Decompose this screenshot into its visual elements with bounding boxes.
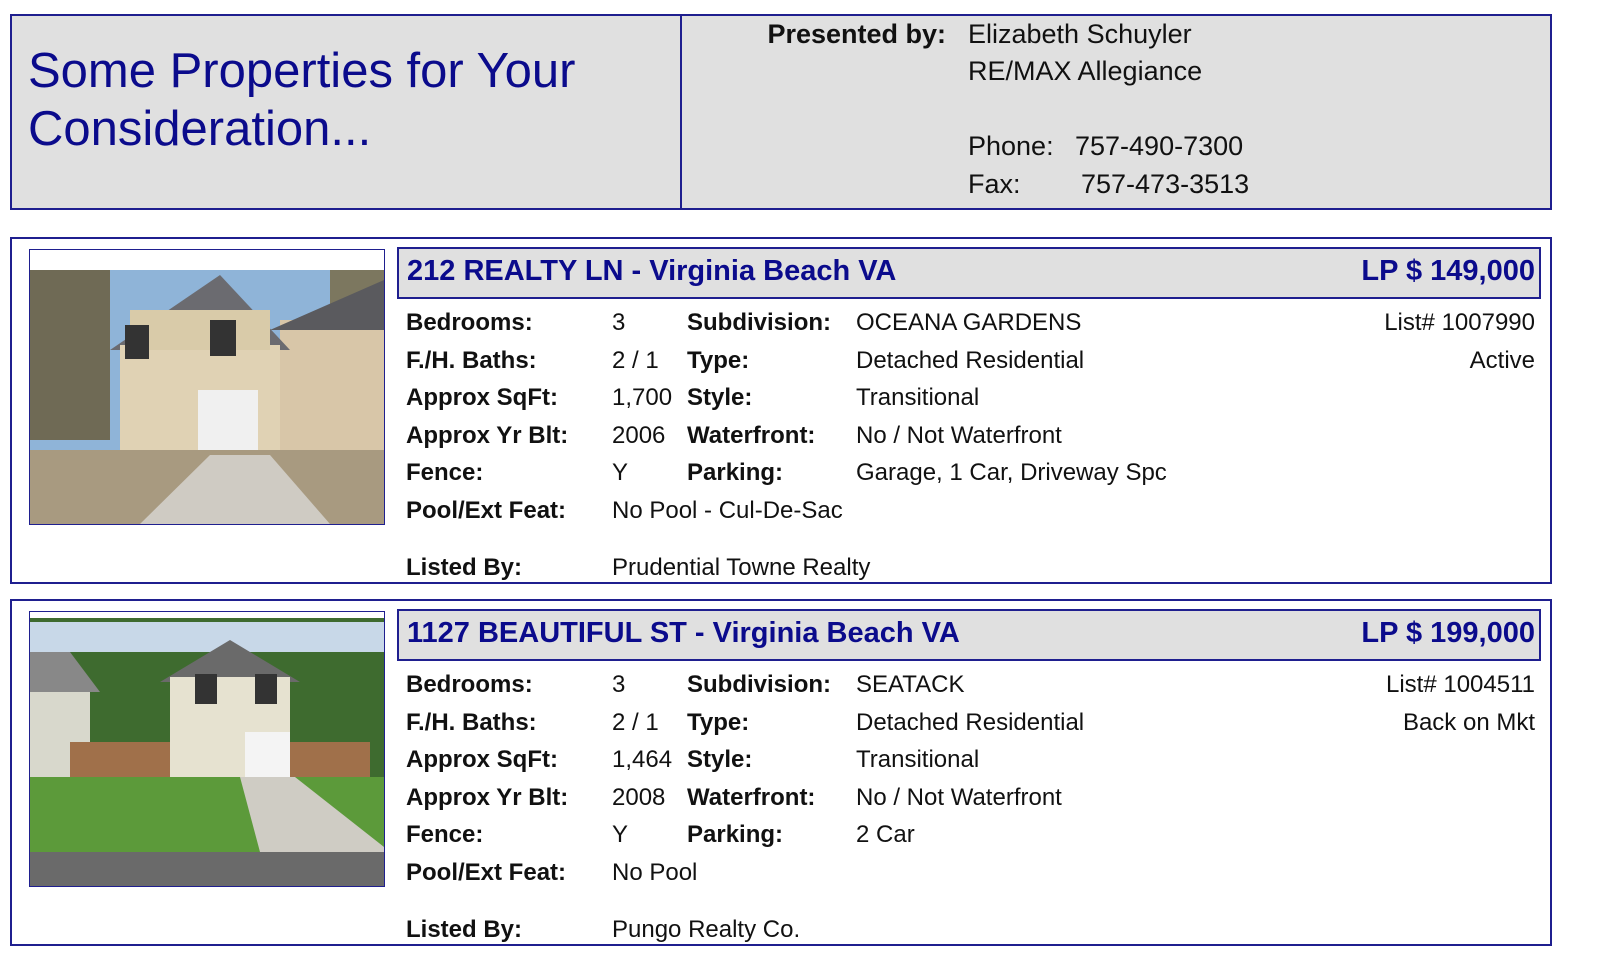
yr-built-label: Approx Yr Blt: [406, 422, 569, 449]
style-value: Transitional [856, 746, 980, 773]
listed-by-label: Listed By: [406, 554, 523, 581]
waterfront-label: Waterfront: [687, 422, 816, 449]
pool-label: Pool/Ext Feat: [406, 859, 567, 886]
house-photo-image [30, 250, 384, 524]
fence-label: Fence: [406, 821, 484, 848]
listed-by-value: Prudential Towne Realty [612, 554, 871, 581]
listing-price: LP $ 149,000 [1361, 255, 1535, 287]
status-badge: Back on Mkt [1402, 709, 1535, 736]
subdivision-value: SEATACK [856, 671, 965, 698]
property-photo[interactable] [29, 611, 385, 887]
listing-title-bar: 212 REALTY LN - Virginia Beach VA LP $ 1… [397, 247, 1541, 299]
pool-label: Pool/Ext Feat: [406, 497, 567, 524]
waterfront-label: Waterfront: [687, 784, 816, 811]
list-number: List# 1007990 [1384, 309, 1535, 336]
phone-label: Phone: [968, 131, 1054, 161]
waterfront-value: No / Not Waterfront [856, 422, 1062, 449]
fence-value: Y [612, 821, 629, 848]
listing-price: LP $ 199,000 [1361, 617, 1535, 649]
pool-value: No Pool - Cul-De-Sac [612, 497, 843, 524]
listing-card: 1127 BEAUTIFUL ST - Virginia Beach VA LP… [10, 599, 1552, 946]
presented-by-label: Presented by: [767, 19, 946, 49]
phone-number: 757-490-7300 [1075, 131, 1244, 161]
baths-label: F./H. Baths: [406, 347, 537, 374]
type-label: Type: [687, 347, 750, 374]
pool-value: No Pool [612, 859, 698, 886]
listed-by-label: Listed By: [406, 916, 523, 943]
fence-label: Fence: [406, 459, 484, 486]
style-label: Style: [687, 384, 753, 411]
parking-label: Parking: [687, 459, 784, 486]
listed-by-value: Pungo Realty Co. [612, 916, 801, 943]
waterfront-value: No / Not Waterfront [856, 784, 1062, 811]
listing-card: 212 REALTY LN - Virginia Beach VA LP $ 1… [10, 237, 1552, 584]
header-divider [680, 16, 682, 208]
listing-address[interactable]: 212 REALTY LN - Virginia Beach VA [407, 255, 897, 287]
house-photo-image [30, 612, 384, 886]
style-value: Transitional [856, 384, 980, 411]
property-photo[interactable] [29, 249, 385, 525]
status-badge: Active [1469, 347, 1535, 374]
yr-built-value: 2008 [612, 784, 666, 811]
type-value: Detached Residential [856, 347, 1085, 374]
baths-value: 2 / 1 [612, 347, 659, 374]
list-number: List# 1004511 [1385, 671, 1535, 698]
agent-name: Elizabeth Schuyler [968, 19, 1192, 49]
parking-value: 2 Car [856, 821, 915, 848]
type-value: Detached Residential [856, 709, 1085, 736]
title-line-1: Some Properties for Your [28, 44, 576, 98]
subdivision-value: OCEANA GARDENS [856, 309, 1082, 336]
sqft-value: 1,700 [612, 384, 673, 411]
bedrooms-label: Bedrooms: [406, 671, 533, 698]
sqft-label: Approx SqFt: [406, 746, 558, 773]
fax-number: 757-473-3513 [1081, 169, 1250, 199]
subdivision-label: Subdivision: [687, 309, 831, 336]
page-title: Some Properties for Your Consideration..… [28, 42, 575, 158]
subdivision-label: Subdivision: [687, 671, 831, 698]
title-line-2: Consideration... [28, 102, 372, 156]
sqft-value: 1,464 [612, 746, 673, 773]
sqft-label: Approx SqFt: [406, 384, 558, 411]
type-label: Type: [687, 709, 750, 736]
baths-label: F./H. Baths: [406, 709, 537, 736]
parking-label: Parking: [687, 821, 784, 848]
fax-label: Fax: [968, 169, 1021, 199]
agency-name: RE/MAX Allegiance [968, 56, 1203, 86]
bedrooms-label: Bedrooms: [406, 309, 533, 336]
bedrooms-value: 3 [612, 671, 626, 698]
fence-value: Y [612, 459, 629, 486]
parking-value: Garage, 1 Car, Driveway Spc [856, 459, 1167, 486]
baths-value: 2 / 1 [612, 709, 659, 736]
style-label: Style: [687, 746, 753, 773]
header-panel: Some Properties for Your Consideration..… [10, 14, 1552, 210]
listing-title-bar: 1127 BEAUTIFUL ST - Virginia Beach VA LP… [397, 609, 1541, 661]
bedrooms-value: 3 [612, 309, 626, 336]
yr-built-value: 2006 [612, 422, 666, 449]
yr-built-label: Approx Yr Blt: [406, 784, 569, 811]
listing-address[interactable]: 1127 BEAUTIFUL ST - Virginia Beach VA [407, 617, 960, 649]
